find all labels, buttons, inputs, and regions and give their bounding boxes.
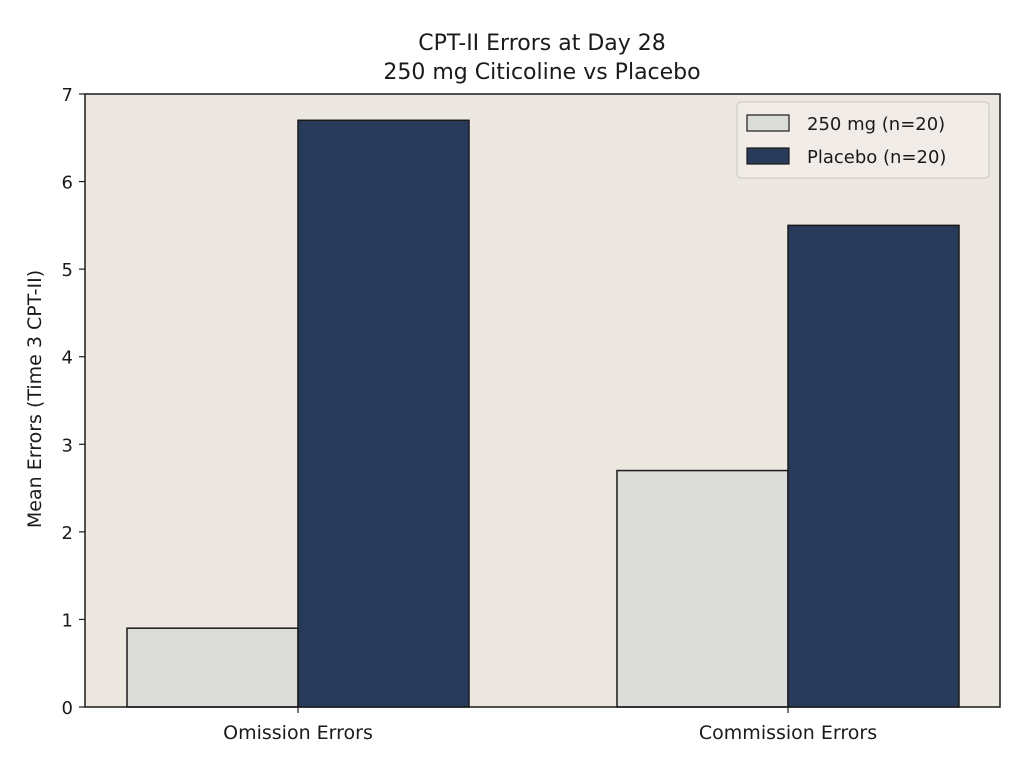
- bar-placebo-omission: [297, 119, 470, 708]
- y-tick-label: 2: [62, 523, 73, 544]
- x-tick-label: Commission Errors: [699, 722, 877, 744]
- y-tick-label: 3: [62, 435, 73, 456]
- chart-subtitle: 250 mg Citicoline vs Placebo: [383, 60, 700, 85]
- plot-frame: [84, 93, 1001, 708]
- y-tick-label: 4: [62, 348, 73, 369]
- y-tick-label: 7: [62, 85, 73, 106]
- legend-label: Placebo (n=20): [807, 147, 946, 168]
- legend-swatch: [746, 114, 790, 132]
- legend-swatch: [746, 147, 790, 165]
- bar-treatment-omission: [126, 627, 299, 708]
- y-tick-label: 1: [62, 610, 73, 631]
- y-tick-label: 0: [62, 698, 73, 719]
- chart-title: CPT-II Errors at Day 28: [418, 31, 666, 56]
- y-tick-label: 6: [62, 173, 73, 194]
- plot-area: 0 1 2 3 4 5 6 7 Omission Errors Commission Errors…: [62, 85, 1001, 744]
- legend-label: 250 mg (n=20): [807, 114, 945, 135]
- y-axis-label: Mean Errors (Time 3 CPT-II): [24, 270, 46, 528]
- bar-treatment-commission: [616, 469, 789, 708]
- x-tick-label: Omission Errors: [223, 722, 373, 744]
- legend-box: [736, 101, 990, 179]
- y-tick-label: 5: [62, 260, 73, 281]
- bar-placebo-commission: [787, 224, 960, 708]
